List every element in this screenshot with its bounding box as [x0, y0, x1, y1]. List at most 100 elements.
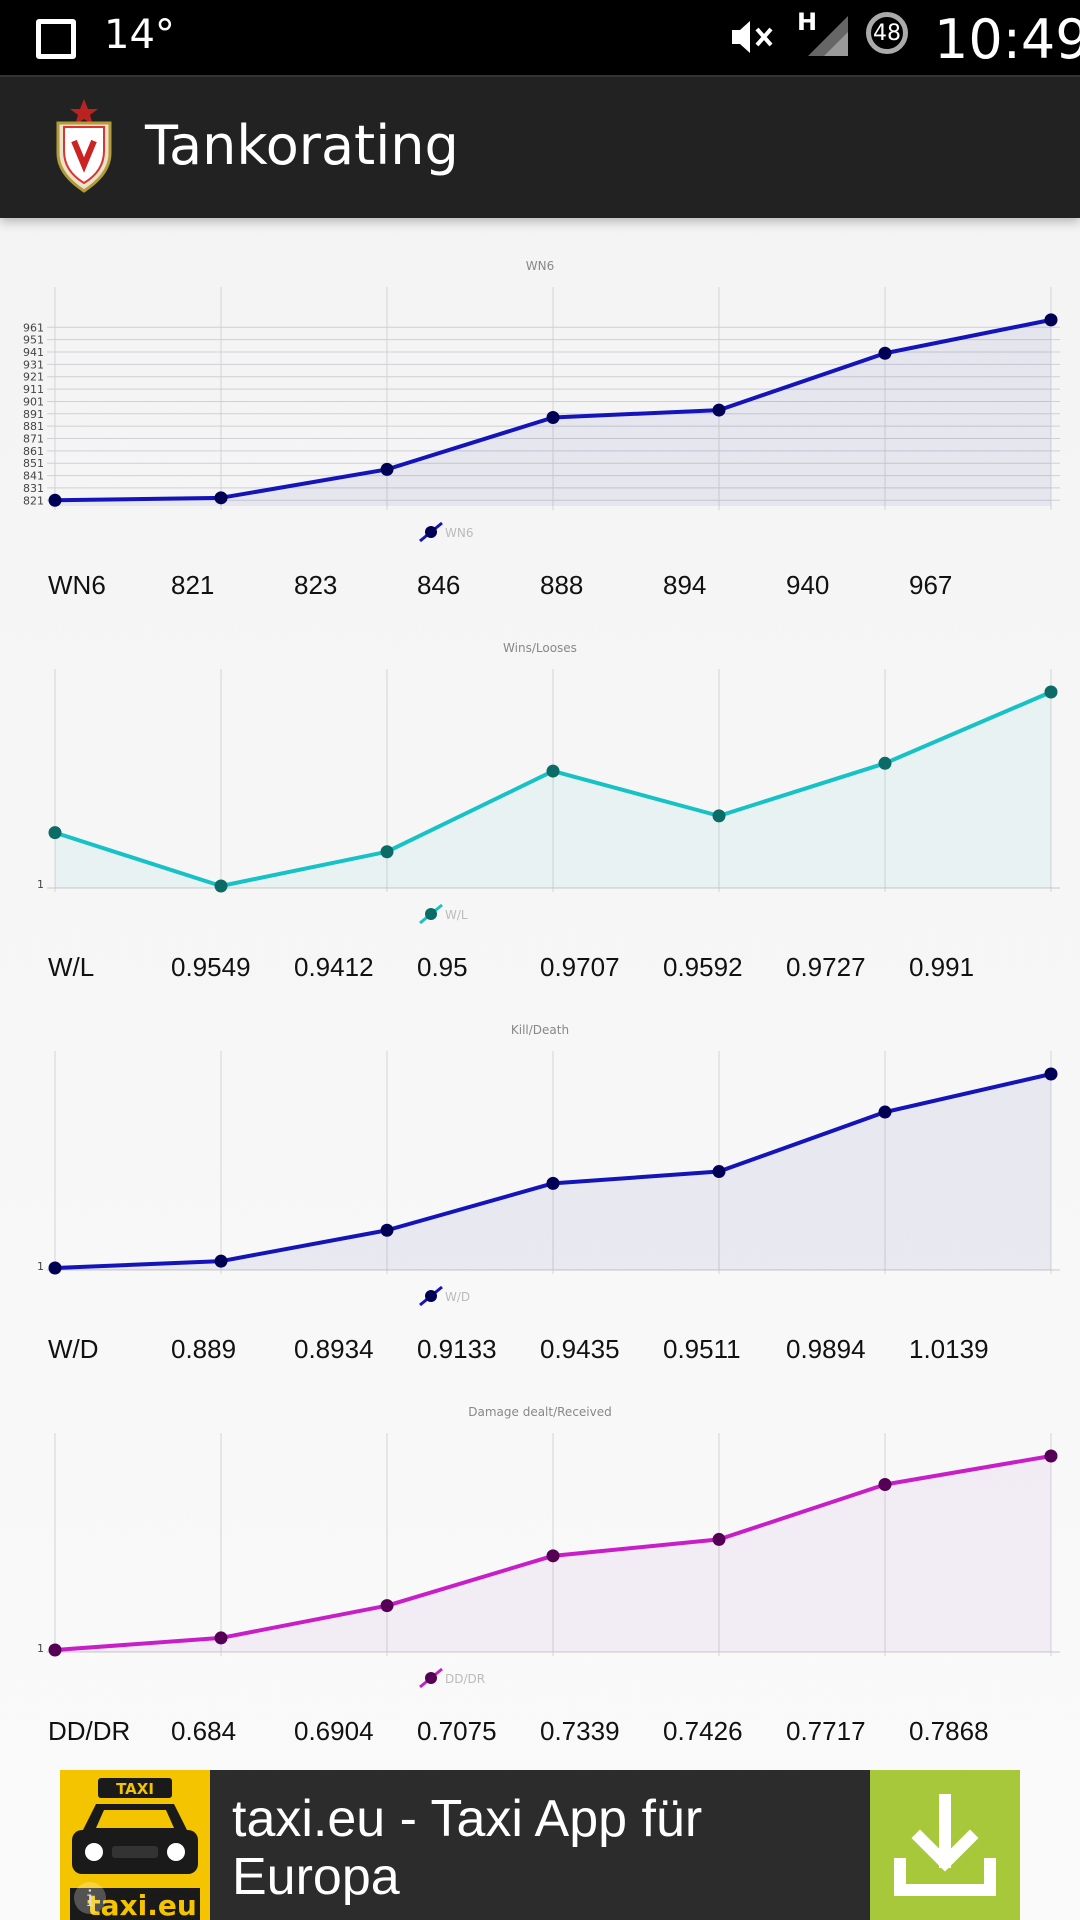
legend-marker: [425, 1290, 437, 1302]
data-point: [380, 1599, 394, 1613]
series-area: [55, 692, 1051, 888]
y-tick-label: 881: [23, 420, 44, 433]
y-tick-label: 851: [23, 457, 44, 470]
row-value: 846: [417, 570, 461, 600]
y-tick-label: 951: [23, 334, 44, 347]
row-value: 0.9549: [171, 952, 251, 982]
y-tick-label: 831: [23, 482, 44, 495]
data-point: [214, 1254, 228, 1268]
app-title: Tankorating: [145, 114, 459, 177]
row-value: 0.9133: [417, 1334, 497, 1364]
clock: 10:49: [934, 8, 1080, 71]
data-point: [546, 1176, 560, 1190]
data-point: [1044, 1449, 1058, 1463]
chart-kd: Kill/Death 1 W/D W/D 0.889 0.8934 0.9133 0.943…: [0, 1014, 1080, 1396]
row-value: 1.0139: [909, 1334, 989, 1364]
chart-title: WN6: [526, 259, 554, 273]
data-point: [48, 1261, 62, 1275]
legend-marker: [425, 1672, 437, 1684]
row-value: 0.95: [417, 952, 468, 982]
row-value: 0.6904: [294, 1716, 374, 1746]
row-value: 0.9412: [294, 952, 374, 982]
chart-wl: Wins/Looses 1 W/L W/L 0.9549 0.9412 0.95 0.970…: [0, 632, 1080, 1014]
network-type: H: [797, 8, 818, 36]
y-tick-label: 861: [23, 445, 44, 458]
data-point: [1044, 685, 1058, 699]
data-point: [380, 845, 394, 859]
y-tick-label: 1: [37, 878, 44, 891]
chart-wl-plot: Wins/Looses 1 W/L: [37, 641, 1060, 925]
row-value: 0.8934: [294, 1334, 374, 1364]
row-label: WN6: [48, 570, 106, 600]
row-label: W/L: [48, 952, 95, 982]
row-value: 894: [663, 570, 707, 600]
signal-icon: [808, 16, 848, 56]
value-row-dd: DD/DR 0.684 0.6904 0.7075 0.7339 0.7426 0.7717…: [0, 1716, 1080, 1766]
row-value: 0.684: [171, 1716, 237, 1746]
download-button[interactable]: [870, 1770, 1020, 1920]
row-value: 821: [171, 570, 215, 600]
data-point: [878, 1105, 892, 1119]
series-area: [55, 1074, 1051, 1270]
app-logo-icon[interactable]: [52, 97, 116, 193]
data-point: [712, 1165, 726, 1179]
row-value: 0.7339: [540, 1716, 620, 1746]
row-value: 0.7868: [909, 1716, 989, 1746]
data-point: [546, 1549, 560, 1563]
y-tick-label: 821: [23, 494, 44, 507]
chart-title: Damage dealt/Received: [468, 1405, 611, 1419]
series-area: [55, 319, 1051, 506]
y-tick-label: 941: [23, 346, 44, 359]
chart-dd-plot: Damage dealt/Received 1 DD/DR: [37, 1405, 1060, 1689]
svg-text:i: i: [86, 1887, 93, 1912]
value-row-wl: W/L 0.9549 0.9412 0.95 0.9707 0.9592 0.9727 0.9…: [0, 952, 1080, 1002]
data-point: [48, 493, 62, 507]
ad-banner[interactable]: TAXI taxi.eu i taxi.eu - Taxi App für Eu…: [60, 1770, 1020, 1920]
row-value: 823: [294, 570, 338, 600]
row-value: 0.7717: [786, 1716, 866, 1746]
row-value: 0.9592: [663, 952, 743, 982]
taxi-app-icon[interactable]: TAXI taxi.eu i: [60, 1770, 210, 1920]
data-point: [546, 411, 560, 425]
chart-wn6: WN6 961 951 941 931 921 911 901 891 881 871 861 851 8…: [0, 250, 1080, 632]
taxi-brand-text: taxi.eu: [87, 1889, 197, 1920]
temperature: 14°: [104, 12, 175, 58]
legend-marker: [425, 908, 437, 920]
row-label: W/D: [48, 1334, 99, 1364]
row-value: 0.7075: [417, 1716, 497, 1746]
data-point: [712, 403, 726, 417]
legend-label: W/L: [445, 908, 468, 922]
y-tick-label: 961: [23, 321, 44, 334]
legend-label: W/D: [445, 1290, 470, 1304]
ad-text[interactable]: taxi.eu - Taxi App für Europa: [232, 1790, 703, 1906]
row-value: 0.889: [171, 1334, 237, 1364]
y-tick-label: 901: [23, 395, 44, 408]
row-value: 967: [909, 570, 953, 600]
data-point: [546, 764, 560, 778]
y-tick-label: 841: [23, 470, 44, 483]
data-point: [214, 491, 228, 505]
legend-label: WN6: [445, 526, 473, 540]
row-value: 0.9511: [663, 1334, 741, 1364]
chart-kd-plot: Kill/Death 1 W/D: [37, 1023, 1060, 1307]
value-row-kd: W/D 0.889 0.8934 0.9133 0.9435 0.9511 0.9894 1.…: [0, 1334, 1080, 1384]
chart-wn6-plot: WN69619519419319219119018918818718618518…: [23, 259, 1060, 543]
battery-icon: 48: [866, 12, 908, 54]
chart-title: Wins/Looses: [503, 641, 577, 655]
row-value: 940: [786, 570, 830, 600]
data-point: [214, 879, 228, 893]
chart-dd: Damage dealt/Received 1 DD/DR DD/DR 0.684 0.…: [0, 1396, 1080, 1778]
row-value: 0.9894: [786, 1334, 866, 1364]
row-value: 0.9707: [540, 952, 620, 982]
row-value: 0.9727: [786, 952, 866, 982]
y-tick-label: 871: [23, 433, 44, 446]
y-tick-label: 1: [37, 1642, 44, 1655]
data-point: [878, 756, 892, 770]
row-label: DD/DR: [48, 1716, 131, 1746]
row-value: 0.991: [909, 952, 975, 982]
row-value: 0.9435: [540, 1334, 620, 1364]
y-tick-label: 911: [23, 383, 44, 396]
value-row-wn6: WN6 821 823 846 888 894 940 967: [0, 570, 1080, 620]
row-value: 0.7426: [663, 1716, 743, 1746]
taxi-badge-text: TAXI: [116, 1780, 154, 1798]
